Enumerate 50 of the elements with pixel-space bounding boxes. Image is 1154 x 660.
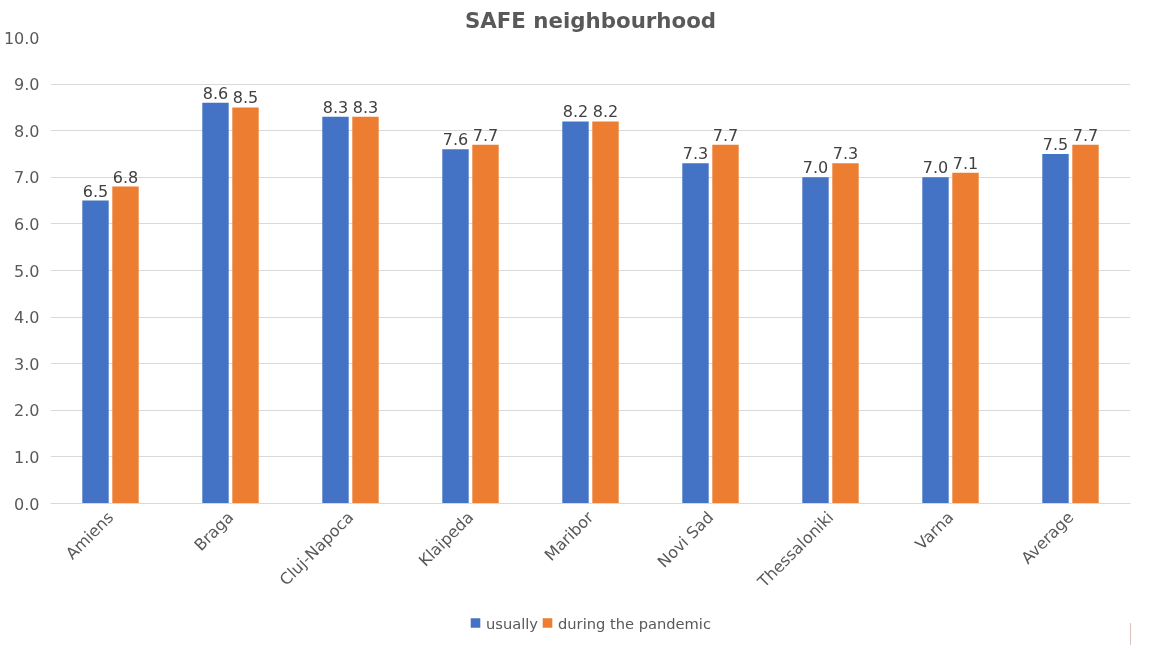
data-label: 6.8 <box>112 167 139 187</box>
legend-label: usually <box>486 614 539 631</box>
y-tick-label: 3.0 <box>14 354 40 374</box>
y-tick-label: 10.0 <box>3 28 40 48</box>
data-label: 8.2 <box>562 102 589 122</box>
bar <box>832 163 859 504</box>
bar <box>352 116 379 504</box>
y-tick-label: 6.0 <box>14 214 40 234</box>
data-label: 8.3 <box>352 97 379 117</box>
data-label: 7.6 <box>442 130 469 150</box>
y-tick-label: 1.0 <box>14 447 40 467</box>
bar <box>952 172 979 504</box>
bar <box>322 116 349 504</box>
data-label: 7.1 <box>952 153 979 173</box>
y-tick-label: 4.0 <box>14 308 40 328</box>
data-label: 7.7 <box>1072 125 1099 145</box>
y-tick-label: 7.0 <box>14 168 40 188</box>
bar <box>442 149 469 504</box>
y-tick-label: 2.0 <box>14 401 40 421</box>
data-label: 7.7 <box>712 125 739 145</box>
bar <box>562 121 589 504</box>
legend-label: during the pandemic <box>558 614 711 631</box>
bar <box>472 144 499 504</box>
bar <box>802 177 829 504</box>
data-label: 7.7 <box>472 125 499 145</box>
data-label: 8.5 <box>232 88 259 108</box>
bar <box>202 102 229 504</box>
bar <box>232 107 259 504</box>
bar <box>1042 154 1069 504</box>
data-label: 7.5 <box>1042 135 1069 154</box>
data-label: 8.3 <box>322 97 349 117</box>
bar <box>592 121 619 504</box>
bar <box>682 163 709 504</box>
bar <box>922 177 949 504</box>
data-label: 7.3 <box>832 144 859 164</box>
bar <box>712 144 739 504</box>
data-label: 8.2 <box>592 102 619 122</box>
y-tick-label: 5.0 <box>14 261 40 281</box>
bar <box>82 200 109 504</box>
chart-title: SAFE neighbourhood <box>464 7 717 33</box>
y-tick-label: 9.0 <box>14 75 40 95</box>
y-tick-label: 0.0 <box>14 494 40 514</box>
data-label: 8.6 <box>202 83 229 103</box>
data-label: 7.3 <box>682 144 709 164</box>
data-label: 7.0 <box>922 158 949 178</box>
data-label: 6.5 <box>82 181 109 201</box>
y-tick-label: 8.0 <box>14 121 40 141</box>
bar <box>1072 144 1099 504</box>
bar <box>112 186 139 504</box>
data-label: 7.0 <box>802 158 829 178</box>
